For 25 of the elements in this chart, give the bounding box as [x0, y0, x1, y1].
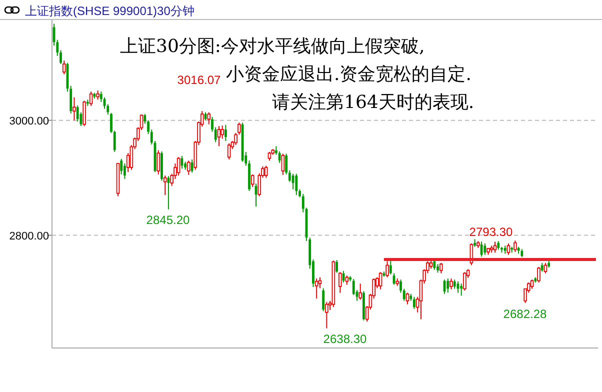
annotation: 2845.20: [146, 213, 190, 227]
candlestick: [72, 96, 76, 121]
candlestick: [70, 85, 72, 114]
candlestick: [460, 283, 463, 296]
candlestick: [400, 279, 402, 294]
candlestick: [100, 91, 102, 102]
y-tick-label: 3000.00: [9, 115, 49, 128]
candlestick: [224, 124, 227, 142]
chart-title: 上证指数(SHSE 999001)30分钟: [25, 4, 194, 18]
candlestick: [453, 279, 456, 290]
candlestick: [504, 245, 506, 254]
candlestick: [184, 161, 186, 170]
annotation: 2793.30: [469, 225, 514, 239]
y-tick-label: 2800.00: [9, 230, 49, 242]
candlestick: [349, 276, 352, 282]
candlestick: [314, 278, 318, 300]
annotation: 请关注第164天时的表现.: [272, 92, 474, 113]
candlestick: [274, 146, 278, 156]
annotation: 3016.07: [177, 73, 222, 87]
annotation: 小资金应退出.资金宽松的自定.: [226, 64, 472, 85]
candlestick: [450, 278, 453, 290]
candlestick: [180, 155, 184, 170]
annotation: 2638.30: [323, 332, 368, 346]
annotation: 上证30分图:今对水平线做向上假突破,: [120, 36, 425, 57]
annotation: 2682.28: [503, 307, 548, 321]
